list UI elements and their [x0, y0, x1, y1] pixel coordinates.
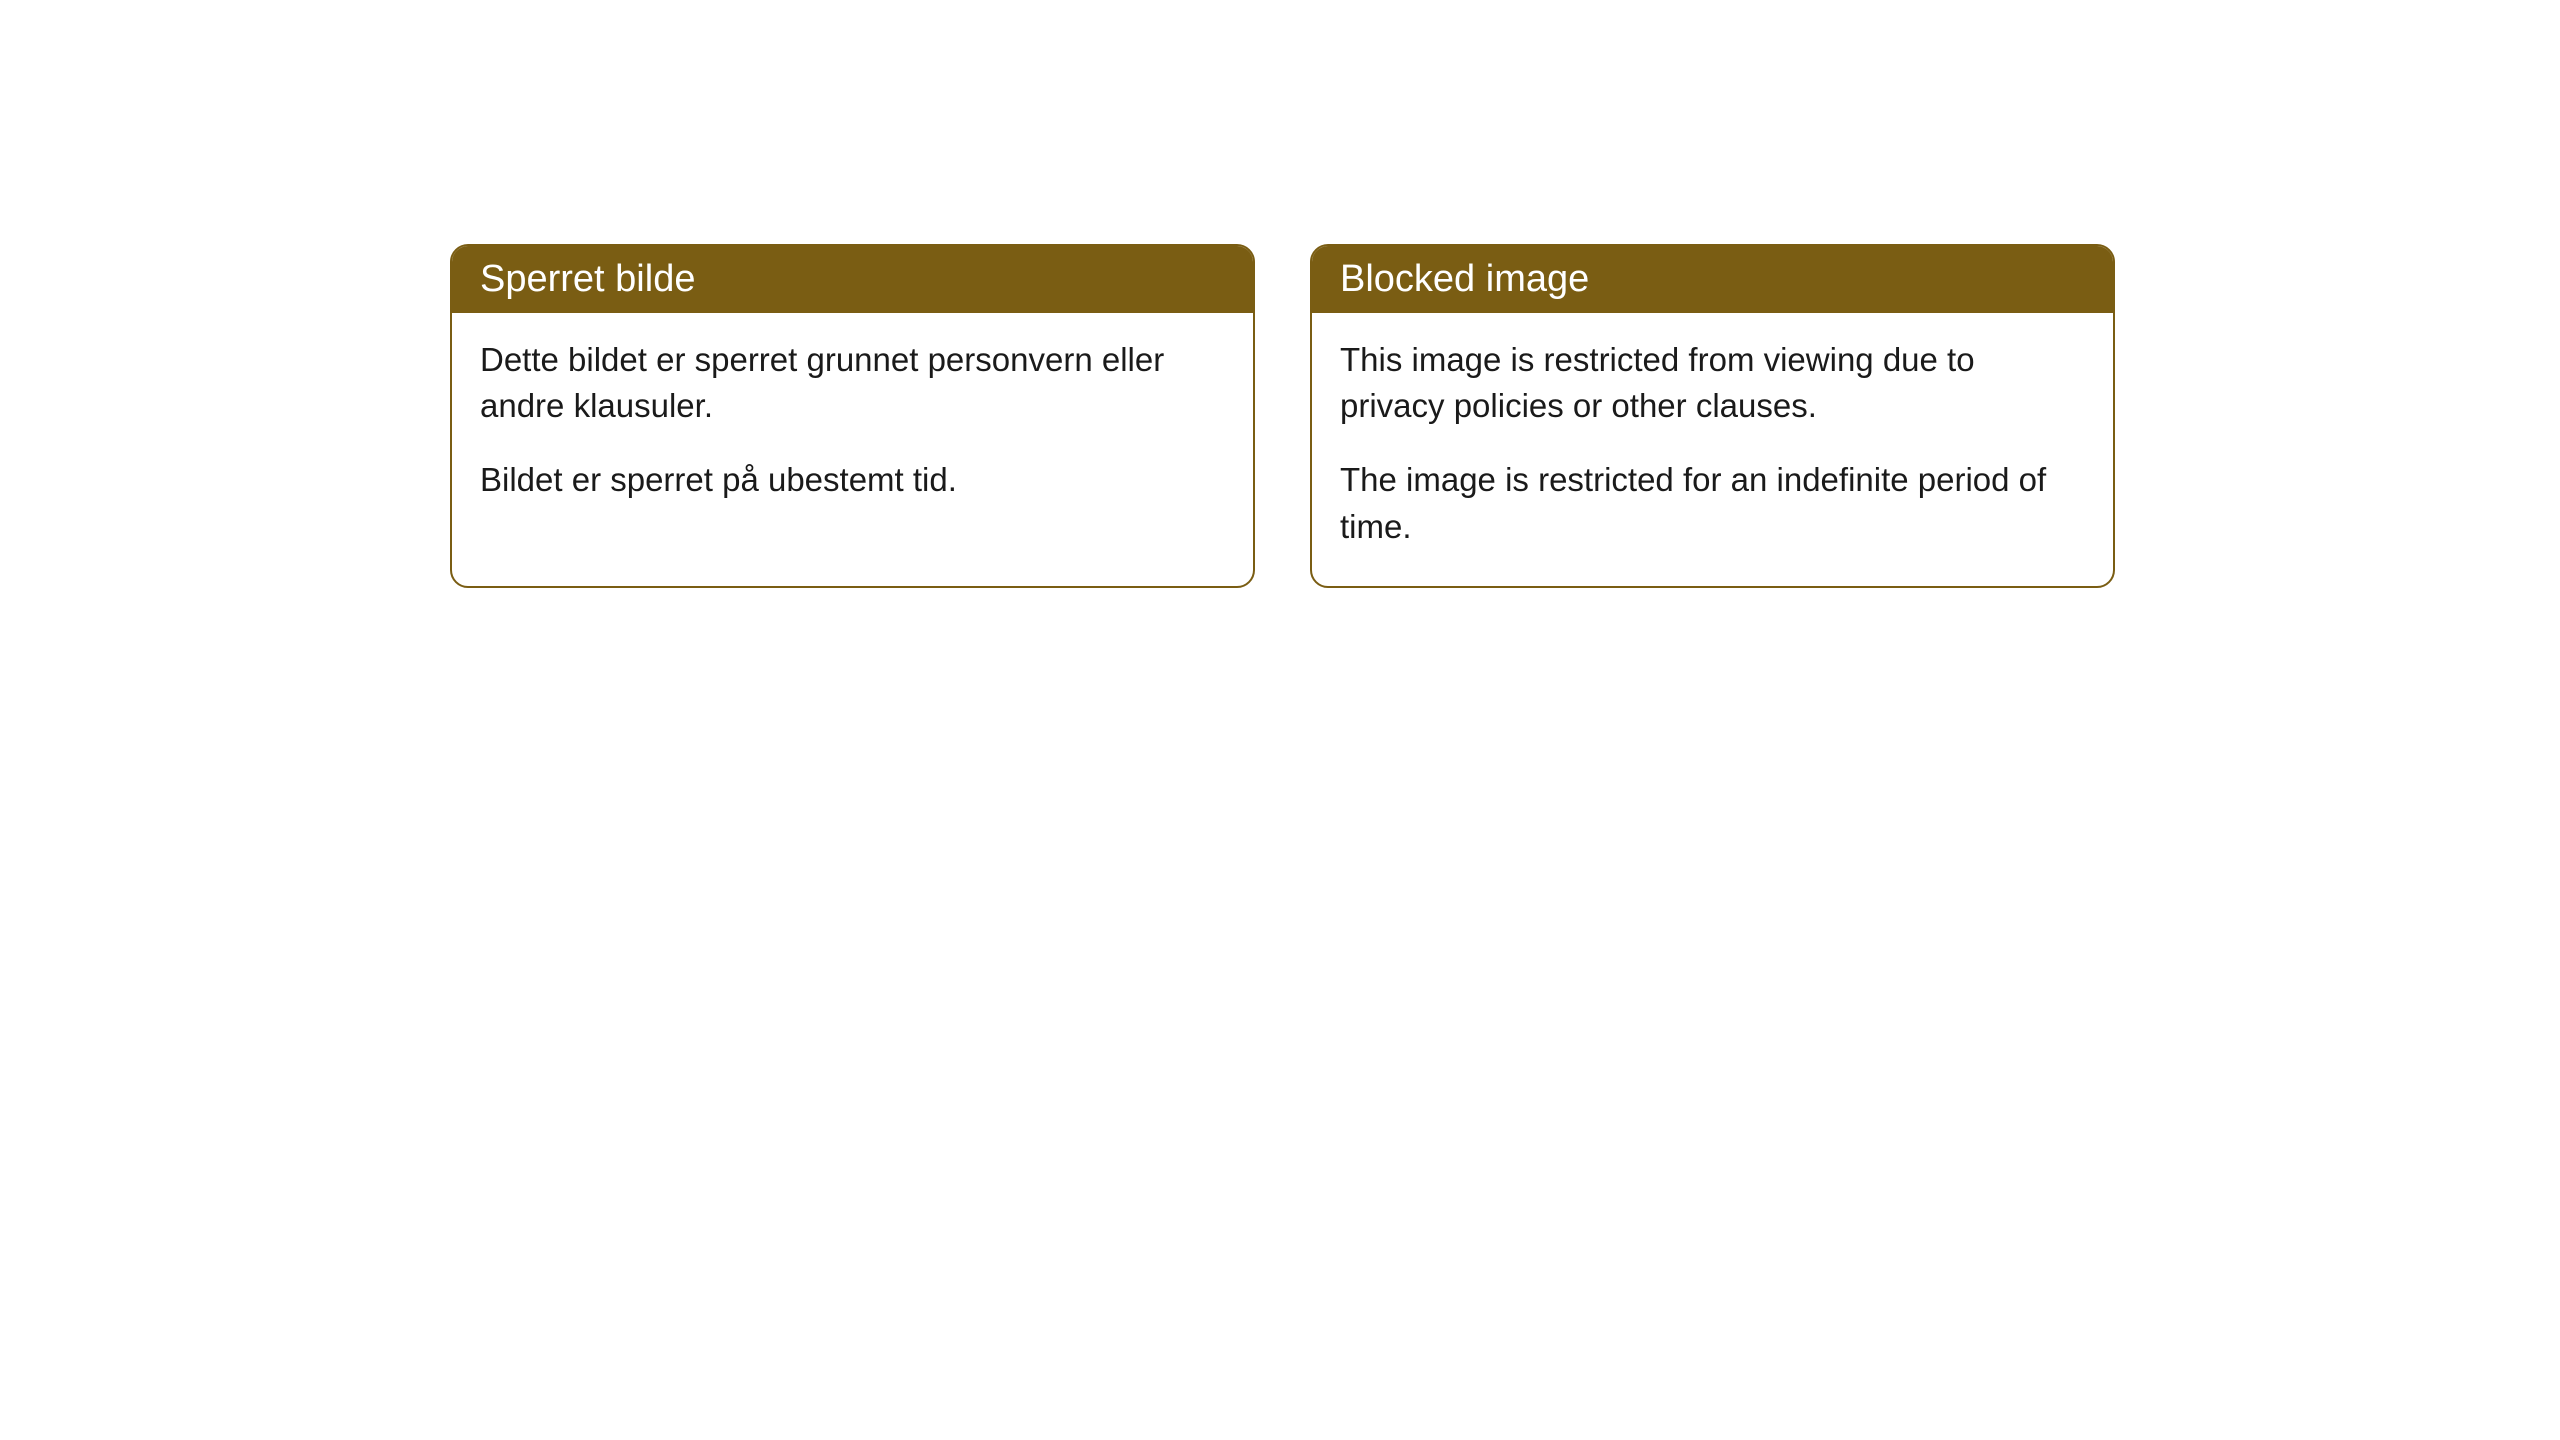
card-body: Dette bildet er sperret grunnet personve…	[452, 313, 1253, 540]
card-body: This image is restricted from viewing du…	[1312, 313, 2113, 586]
card-paragraph: Dette bildet er sperret grunnet personve…	[480, 337, 1225, 429]
notice-card-english: Blocked image This image is restricted f…	[1310, 244, 2115, 588]
card-header: Sperret bilde	[452, 246, 1253, 313]
card-title: Blocked image	[1340, 258, 1589, 300]
card-title: Sperret bilde	[480, 258, 695, 300]
notice-card-norwegian: Sperret bilde Dette bildet er sperret gr…	[450, 244, 1255, 588]
card-header: Blocked image	[1312, 246, 2113, 313]
card-paragraph: This image is restricted from viewing du…	[1340, 337, 2085, 429]
card-paragraph: The image is restricted for an indefinit…	[1340, 457, 2085, 549]
card-paragraph: Bildet er sperret på ubestemt tid.	[480, 457, 1225, 503]
notice-cards-container: Sperret bilde Dette bildet er sperret gr…	[450, 244, 2115, 588]
